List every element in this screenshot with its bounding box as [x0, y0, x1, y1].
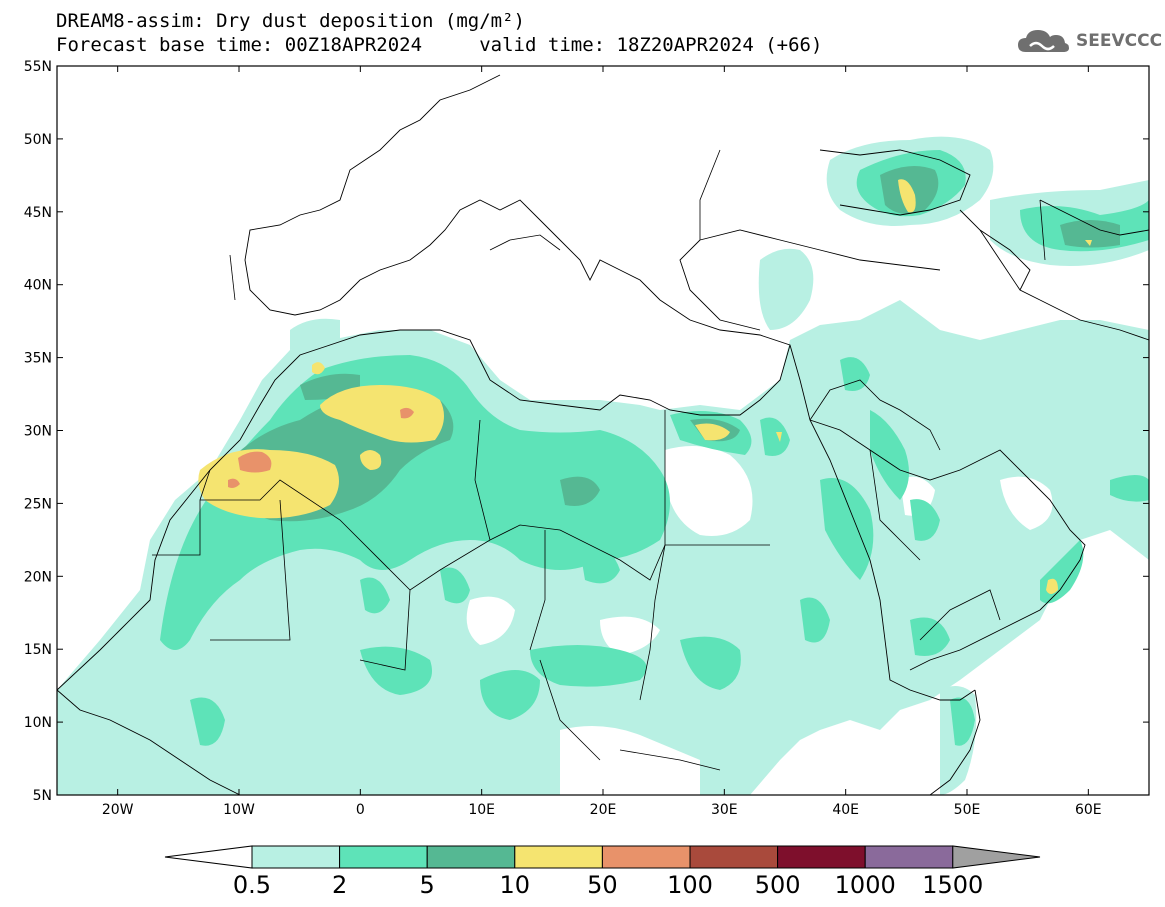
- lon-tick-label: 10W: [223, 802, 255, 818]
- colorbar-swatch: [601, 845, 691, 869]
- colorbar-label: 2: [332, 871, 347, 899]
- dust-band-50: [228, 407, 414, 488]
- colorbar-underflow-triangle: [164, 845, 253, 869]
- colorbar-swatch: [777, 845, 866, 869]
- lat-tick-label: 40N: [24, 278, 52, 294]
- lat-tick-label: 10N: [24, 715, 52, 731]
- lat-tick-label: 30N: [24, 424, 52, 440]
- seevccc-logo: SEEVCCC: [1016, 26, 1162, 56]
- lat-tick-label: 35N: [24, 351, 52, 367]
- logo-text: SEEVCCC: [1076, 31, 1163, 51]
- colorbar-label: 100: [667, 871, 713, 899]
- longitude-axis: 20W 10W 0 10E 20E 30E 40E 50E 60E: [102, 66, 1102, 818]
- colorbar-swatch: [339, 845, 428, 869]
- lat-tick-label: 25N: [24, 496, 52, 512]
- lat-tick-label: 5N: [33, 788, 52, 804]
- colorbar-swatch: [514, 845, 603, 869]
- dust-field: [57, 74, 1149, 795]
- colorbar-swatch: [864, 845, 954, 869]
- colorbar-label: 50: [587, 871, 618, 899]
- colorbar-label: 5: [420, 871, 435, 899]
- lon-tick-label: 60E: [1075, 802, 1102, 818]
- colorbar-swatch: [689, 845, 779, 869]
- lat-tick-label: 55N: [24, 59, 52, 75]
- colorbar-label: 0.5: [233, 871, 271, 899]
- colorbar-label: 1500: [922, 871, 983, 899]
- dust-band-10: [198, 179, 1092, 594]
- lat-tick-label: 20N: [24, 569, 52, 585]
- colorbar-label: 10: [500, 871, 531, 899]
- colorbar-label: 500: [755, 871, 801, 899]
- colorbar: 0.5 2 5 10 50 100 500 1000 1500: [164, 845, 1041, 899]
- cloud-icon: [1018, 30, 1069, 52]
- colorbar-swatch: [251, 845, 341, 869]
- map-title: DREAM8-assim: Dry dust deposition (mg/m²…: [56, 10, 525, 32]
- lon-tick-label: 20W: [102, 802, 134, 818]
- lon-tick-label: 40E: [832, 802, 859, 818]
- country-borders: [152, 149, 1046, 771]
- lon-tick-label: 30E: [711, 802, 738, 818]
- lon-tick-label: 50E: [954, 802, 981, 818]
- lat-tick-label: 15N: [24, 642, 52, 658]
- lon-tick-label: 10E: [468, 802, 495, 818]
- latitude-axis: 55N 50N 45N 40N 35N 30N 25N 20N 15N 10N 5N: [24, 59, 1149, 804]
- lat-tick-label: 50N: [24, 132, 52, 148]
- colorbar-swatch: [426, 845, 516, 869]
- colorbar-overflow-triangle: [952, 845, 1041, 869]
- coastlines: [57, 74, 1149, 795]
- lat-tick-label: 45N: [24, 205, 52, 221]
- colorbar-label: 1000: [835, 871, 896, 899]
- forecast-time-line: Forecast base time: 00Z18APR2024 valid t…: [56, 34, 823, 56]
- lon-tick-label: 0: [356, 802, 365, 818]
- lon-tick-label: 20E: [590, 802, 617, 818]
